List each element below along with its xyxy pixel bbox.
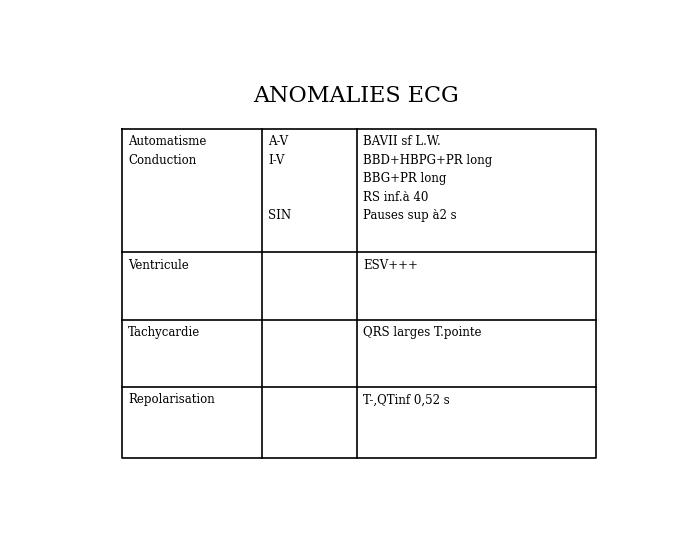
- Text: BAVII sf L.W.
BBD+HBPG+PR long
BBG+PR long
RS inf.à 40
Pauses sup à2 s: BAVII sf L.W. BBD+HBPG+PR long BBG+PR lo…: [363, 136, 492, 222]
- Text: ESV+++: ESV+++: [363, 259, 418, 272]
- Text: Automatisme
Conduction: Automatisme Conduction: [129, 136, 206, 167]
- Text: A-V
I-V


SIN: A-V I-V SIN: [268, 136, 291, 222]
- Text: T-,QTinf 0,52 s: T-,QTinf 0,52 s: [363, 393, 450, 406]
- Text: Ventricule: Ventricule: [129, 259, 189, 272]
- Text: Repolarisation: Repolarisation: [129, 393, 215, 406]
- Text: Tachycardie: Tachycardie: [129, 326, 201, 339]
- Text: ANOMALIES ECG: ANOMALIES ECG: [253, 85, 459, 107]
- Text: QRS larges T.pointe: QRS larges T.pointe: [363, 326, 482, 339]
